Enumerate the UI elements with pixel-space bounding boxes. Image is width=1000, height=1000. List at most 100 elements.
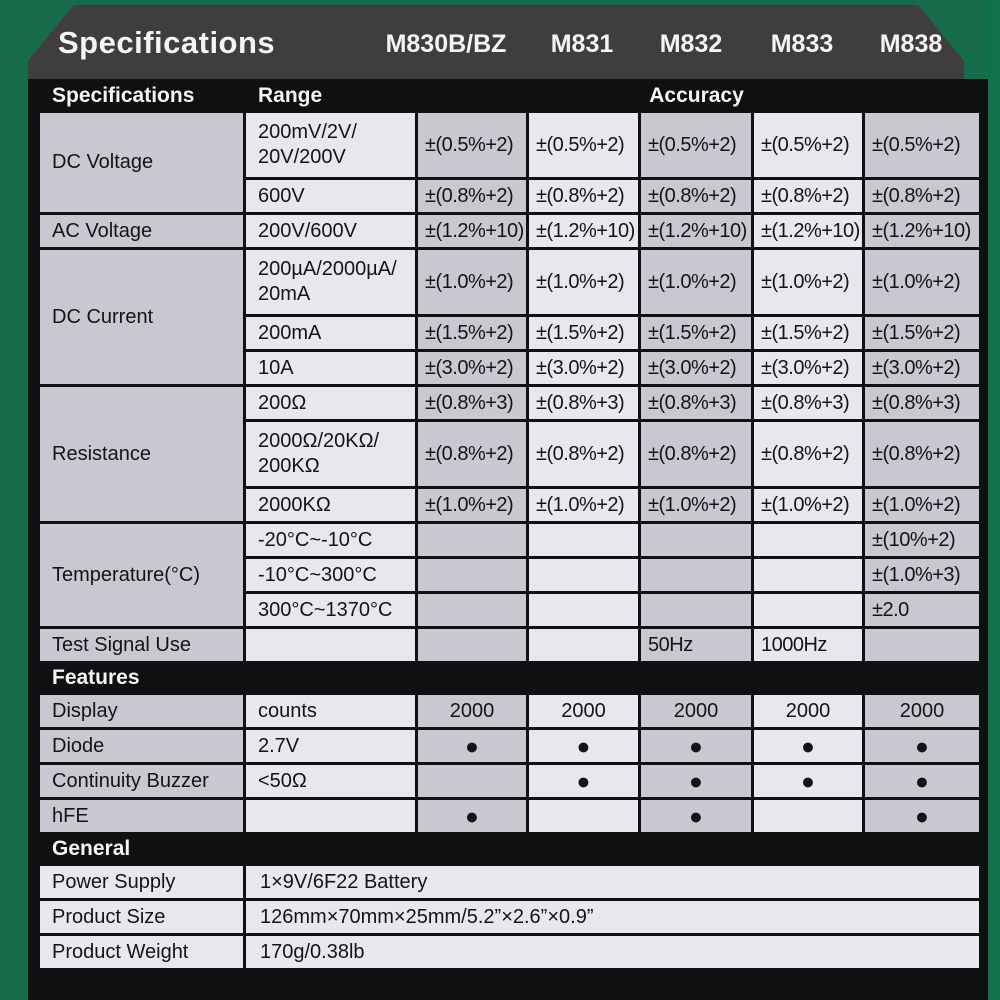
general-value-cell: 126mm×70mm×25mm/5.2”×2.6”×0.9”	[243, 898, 982, 936]
accuracy-cell: ±(0.8%+3)	[526, 384, 641, 422]
accuracy-cell: ±(1.5%+2)	[862, 314, 982, 352]
accuracy-cell: ±(3.0%+2)	[751, 349, 865, 387]
accuracy-cell	[751, 521, 865, 559]
range-cell: 2000KΩ	[243, 486, 418, 524]
accuracy-cell	[751, 556, 865, 594]
accuracy-cell: ±(0.8%+2)	[638, 177, 754, 215]
feature-dot-cell: ●	[638, 797, 754, 835]
feature-label-cell: Diode	[37, 727, 246, 765]
table-row: DC Voltage 200mV/2V/ 20V/200V ±(0.5%+2) …	[37, 110, 982, 215]
feature-value-cell: 2000	[751, 692, 865, 730]
feature-value-cell: 2000	[415, 692, 529, 730]
accuracy-cell: ±(1.0%+2)	[526, 247, 641, 317]
accuracy-cell	[526, 591, 641, 629]
feature-range-cell: 2.7V	[243, 727, 418, 765]
accuracy-cell	[415, 556, 529, 594]
accuracy-cell: ±(1.5%+2)	[638, 314, 754, 352]
feature-label-cell: Display	[37, 692, 246, 730]
column-header-accuracy: Accuracy	[415, 79, 982, 113]
feature-range-cell: <50Ω	[243, 762, 418, 800]
accuracy-cell: ±(0.5%+2)	[415, 110, 529, 180]
model-name-m830b: M830B/BZ	[385, 30, 507, 58]
accuracy-cell: ±(0.5%+2)	[862, 110, 982, 180]
column-header-specifications: Specifications	[37, 79, 246, 113]
general-value-cell: 170g/0.38lb	[243, 933, 982, 971]
range-cell: 200mV/2V/ 20V/200V	[243, 110, 418, 180]
features-section-header: Features	[37, 661, 982, 695]
accuracy-cell: ±(1.0%+2)	[862, 486, 982, 524]
accuracy-cell	[415, 626, 529, 664]
accuracy-cell: ±(1.0%+2)	[526, 486, 641, 524]
accuracy-cell: ±(1.0%+2)	[751, 247, 865, 317]
accuracy-cell: ±(10%+2)	[862, 521, 982, 559]
features-title: Features	[37, 661, 982, 695]
table-row: 600V ±(0.8%+2) ±(0.8%+2) ±(0.8%+2) ±(0.8…	[39, 177, 982, 215]
accuracy-cell	[526, 556, 641, 594]
range-cell: 600V	[243, 177, 418, 215]
table-row: 2000KΩ ±(1.0%+2) ±(1.0%+2) ±(1.0%+2) ±(1…	[39, 486, 982, 524]
accuracy-cell: ±(0.8%+2)	[415, 419, 529, 489]
accuracy-cell: ±(1.2%+10)	[751, 212, 865, 250]
table-row: 200mA ±(1.5%+2) ±(1.5%+2) ±(1.5%+2) ±(1.…	[39, 314, 982, 352]
feature-dot-cell	[751, 797, 865, 835]
accuracy-cell: ±(1.2%+10)	[638, 212, 754, 250]
accuracy-cell: 1000Hz	[751, 626, 865, 664]
range-cell: 200mA	[243, 314, 418, 352]
accuracy-cell: 50Hz	[638, 626, 754, 664]
model-name-m831: M831	[550, 30, 614, 58]
feature-dot-cell: ●	[526, 727, 641, 765]
feature-dot-cell: ●	[862, 727, 982, 765]
feature-dot-cell: ●	[862, 762, 982, 800]
general-title: General	[37, 832, 982, 866]
accuracy-cell: ±(1.2%+10)	[526, 212, 641, 250]
feature-dot-cell: ●	[751, 762, 865, 800]
feature-dot-cell: ●	[415, 797, 529, 835]
table-row: 300°C~1370°C ±2.0	[39, 591, 982, 629]
table-row: AC Voltage 200V/600V ±(1.2%+10) ±(1.2%+1…	[37, 212, 982, 250]
accuracy-cell: ±(0.5%+2)	[638, 110, 754, 180]
accuracy-cell	[862, 626, 982, 664]
table-row: Product Weight 170g/0.38lb	[37, 933, 982, 971]
accuracy-cell: ±(1.0%+3)	[862, 556, 982, 594]
model-name-m833: M833	[770, 30, 834, 58]
spec-label-cell: Resistance	[37, 384, 246, 524]
spec-label-cell: DC Voltage	[37, 110, 246, 215]
range-cell: 200µA/2000µA/ 20mA	[243, 247, 418, 317]
range-cell: 2000Ω/20KΩ/ 200KΩ	[243, 419, 418, 489]
range-cell	[243, 626, 418, 664]
accuracy-cell: ±(0.8%+2)	[751, 177, 865, 215]
range-cell: 10A	[243, 349, 418, 387]
table-row: Diode 2.7V ● ● ● ● ●	[37, 727, 982, 765]
green-border	[986, 0, 1000, 1000]
accuracy-cell	[638, 556, 754, 594]
feature-dot-cell: ●	[638, 762, 754, 800]
feature-value-cell: 2000	[526, 692, 641, 730]
table-row: Product Size 126mm×70mm×25mm/5.2”×2.6”×0…	[37, 898, 982, 936]
accuracy-cell: ±(3.0%+2)	[862, 349, 982, 387]
feature-label-cell: Continuity Buzzer	[37, 762, 246, 800]
table-row: DC Current 200µA/2000µA/ 20mA ±(1.0%+2) …	[37, 247, 982, 387]
spec-label-cell: AC Voltage	[37, 212, 246, 250]
accuracy-cell: ±(0.8%+2)	[862, 177, 982, 215]
feature-dot-cell: ●	[638, 727, 754, 765]
range-cell: 200V/600V	[243, 212, 418, 250]
range-cell: -20°C~-10°C	[243, 521, 418, 559]
accuracy-cell: ±(0.8%+3)	[751, 384, 865, 422]
accuracy-cell: ±(1.2%+10)	[415, 212, 529, 250]
accuracy-cell: ±(1.2%+10)	[862, 212, 982, 250]
spec-table-panel: Specifications Range Accuracy DC Voltage…	[28, 79, 988, 1000]
range-cell: -10°C~300°C	[243, 556, 418, 594]
model-name-m838: M838	[879, 30, 943, 58]
feature-value-cell: 2000	[862, 692, 982, 730]
general-label-cell: Product Size	[37, 898, 246, 936]
spec-table: Specifications Range Accuracy DC Voltage…	[37, 79, 982, 971]
accuracy-cell: ±(0.8%+3)	[638, 384, 754, 422]
feature-dot-cell: ●	[526, 762, 641, 800]
accuracy-cell: ±(1.0%+2)	[751, 486, 865, 524]
accuracy-cell: ±(0.8%+2)	[526, 177, 641, 215]
table-row: -10°C~300°C ±(1.0%+3)	[39, 556, 982, 594]
accuracy-cell	[751, 591, 865, 629]
accuracy-cell: ±(0.5%+2)	[526, 110, 641, 180]
accuracy-cell: ±(3.0%+2)	[415, 349, 529, 387]
